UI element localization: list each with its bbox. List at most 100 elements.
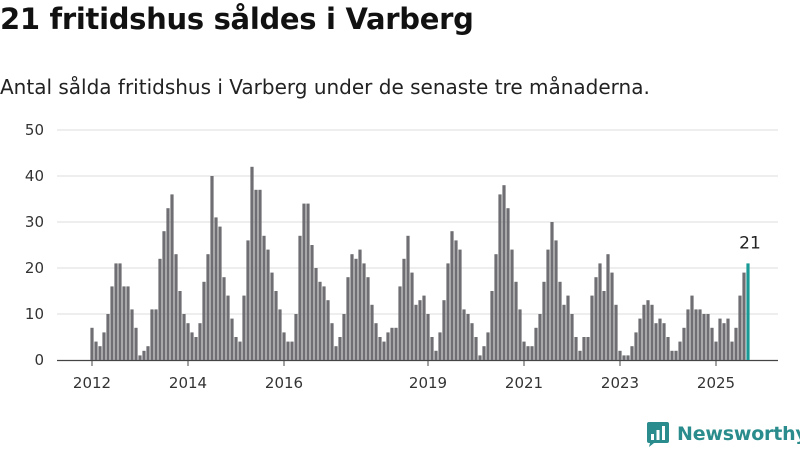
bar	[450, 231, 454, 360]
bar	[474, 337, 478, 360]
y-tick-label: 10	[25, 305, 44, 323]
bar	[286, 341, 290, 360]
bar-chart: 0 10 20 30 40 50 2012 2014 2016 2019 2021 2023 2025…	[25, 121, 778, 392]
bar	[466, 314, 470, 360]
bar	[742, 272, 746, 360]
bar	[90, 327, 94, 360]
bar	[542, 281, 546, 360]
bar	[534, 327, 538, 360]
x-tick-label: 2025	[697, 374, 735, 392]
bar	[722, 323, 726, 360]
bar	[106, 314, 110, 360]
bar	[702, 314, 706, 360]
bar	[678, 341, 682, 360]
bar	[266, 249, 270, 360]
bar	[386, 332, 390, 360]
bar	[230, 318, 234, 360]
bar	[506, 208, 510, 360]
bar	[122, 286, 126, 360]
bar-chart-logo-icon	[647, 422, 669, 447]
bar	[550, 222, 554, 360]
bar	[362, 263, 366, 360]
bar	[110, 286, 114, 360]
y-tick-label: 20	[25, 259, 44, 277]
bar	[694, 309, 698, 360]
bar	[454, 240, 458, 360]
bar	[302, 203, 306, 360]
x-tick-label: 2012	[73, 374, 111, 392]
bar	[478, 355, 482, 360]
bar	[382, 341, 386, 360]
bar	[458, 249, 462, 360]
bar	[274, 291, 278, 360]
bar	[334, 346, 338, 360]
bar	[626, 355, 630, 360]
bar	[390, 327, 394, 360]
y-tick-label: 30	[25, 213, 44, 231]
bar	[402, 258, 406, 360]
bar	[178, 291, 182, 360]
bar	[518, 309, 522, 360]
bar-latest	[746, 263, 750, 360]
bar	[322, 286, 326, 360]
bar	[102, 332, 106, 360]
bar	[498, 194, 502, 360]
newsworthy-logo[interactable]: Newsworthy	[645, 420, 800, 448]
bar	[682, 327, 686, 360]
bar	[282, 332, 286, 360]
y-tick-label: 0	[34, 351, 44, 369]
bar	[114, 263, 118, 360]
bar	[426, 314, 430, 360]
bar	[446, 263, 450, 360]
bar	[646, 300, 650, 360]
bar	[338, 337, 342, 360]
bar	[406, 235, 410, 360]
bar	[538, 314, 542, 360]
chart-title: 21 fritidshus såldes i Varberg	[0, 2, 474, 36]
bar	[246, 240, 250, 360]
bar	[342, 314, 346, 360]
bar	[238, 341, 242, 360]
x-tick-label: 2019	[409, 374, 447, 392]
bar	[546, 249, 550, 360]
bar	[174, 254, 178, 360]
bar	[622, 355, 626, 360]
bar	[566, 295, 570, 360]
latest-value-label: 21	[739, 233, 761, 253]
bar	[714, 341, 718, 360]
bar	[354, 258, 358, 360]
y-axis-ticks: 0 10 20 30 40 50	[25, 121, 44, 369]
bar	[150, 309, 154, 360]
bar	[438, 332, 442, 360]
bar	[710, 327, 714, 360]
bar	[490, 291, 494, 360]
brand-name: Newsworthy	[677, 423, 800, 445]
bar	[242, 295, 246, 360]
bar	[206, 254, 210, 360]
bar	[290, 341, 294, 360]
bar	[430, 337, 434, 360]
bar	[234, 337, 238, 360]
bar	[654, 323, 658, 360]
bar	[318, 281, 322, 360]
bar	[578, 350, 582, 360]
bar	[398, 286, 402, 360]
bar	[510, 249, 514, 360]
bar	[630, 346, 634, 360]
bar	[582, 337, 586, 360]
bar	[418, 300, 422, 360]
bar	[666, 337, 670, 360]
bar	[734, 327, 738, 360]
bar	[210, 176, 214, 360]
bar	[650, 304, 654, 360]
bar	[166, 208, 170, 360]
bar	[346, 277, 350, 360]
bar	[186, 323, 190, 360]
bar	[350, 254, 354, 360]
bar	[718, 318, 722, 360]
bar	[190, 332, 194, 360]
bar	[182, 314, 186, 360]
bar	[494, 254, 498, 360]
bar	[558, 281, 562, 360]
bar	[222, 277, 226, 360]
